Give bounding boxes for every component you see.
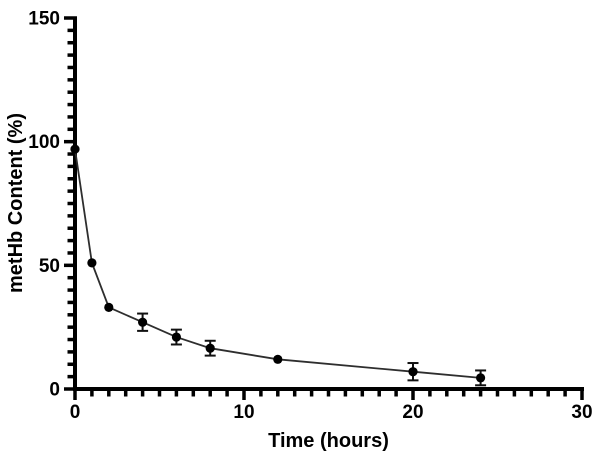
y-tick-label: 150 (28, 9, 60, 30)
x-tick-label: 0 (70, 402, 81, 423)
y-tick-label: 100 (28, 132, 60, 153)
y-tick-label: 50 (39, 256, 60, 277)
y-axis-title: metHb Content (%) (5, 113, 27, 294)
data-point (87, 258, 97, 268)
data-point (408, 367, 418, 377)
data-point (104, 302, 114, 312)
x-axis-title: Time (hours) (268, 430, 389, 452)
data-point (171, 332, 181, 342)
x-tick-label: 10 (233, 402, 254, 423)
x-tick-label: 30 (571, 402, 592, 423)
x-tick-label: 20 (402, 402, 423, 423)
data-point (138, 317, 148, 327)
data-point (205, 343, 215, 353)
data-series-line (74, 148, 481, 379)
data-point (273, 354, 283, 364)
data-point (476, 373, 486, 383)
y-tick-label: 0 (49, 380, 60, 401)
data-point (70, 144, 80, 154)
